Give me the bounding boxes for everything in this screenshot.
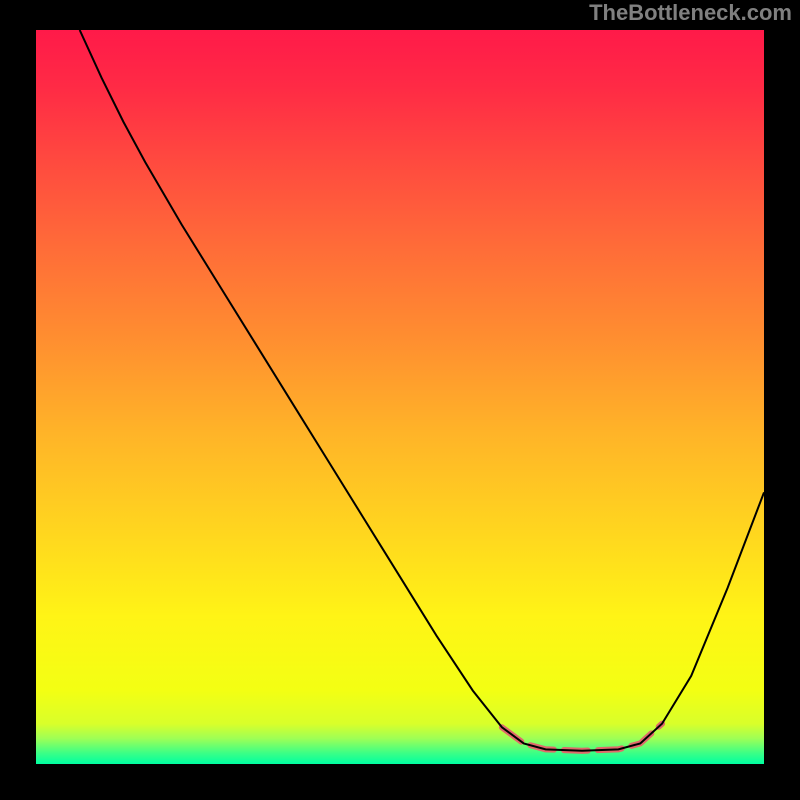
chart-root: TheBottleneck.com xyxy=(0,0,800,800)
watermark-text: TheBottleneck.com xyxy=(589,0,792,26)
gradient-background xyxy=(36,30,764,764)
chart-svg xyxy=(36,30,764,764)
plot-area xyxy=(36,30,764,764)
